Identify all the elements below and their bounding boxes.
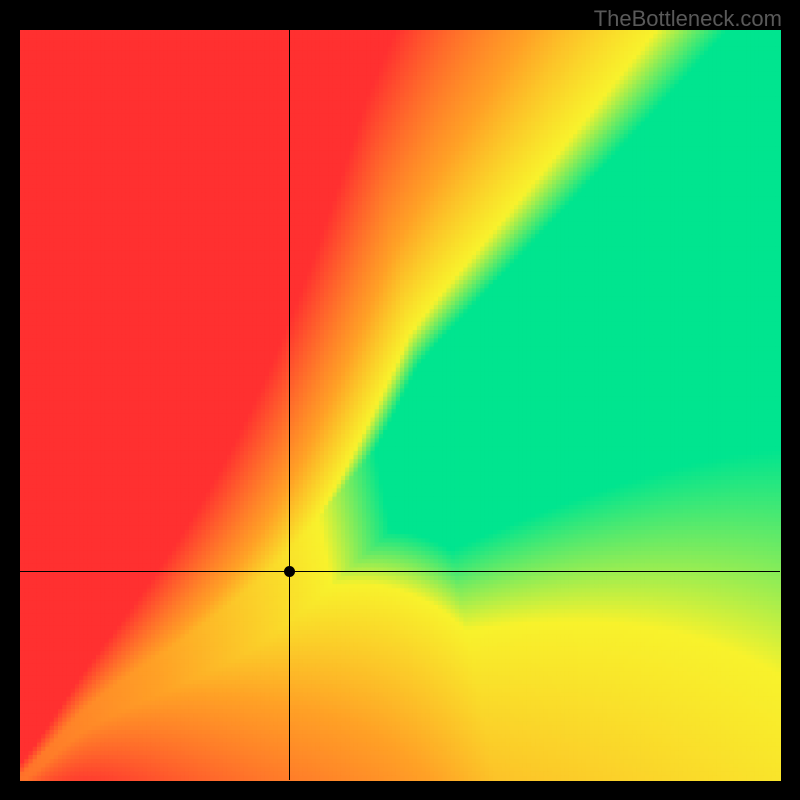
bottleneck-heatmap xyxy=(0,0,800,800)
watermark-text: TheBottleneck.com xyxy=(594,6,782,32)
crosshair-vertical xyxy=(289,30,290,780)
crosshair-horizontal xyxy=(20,571,780,572)
